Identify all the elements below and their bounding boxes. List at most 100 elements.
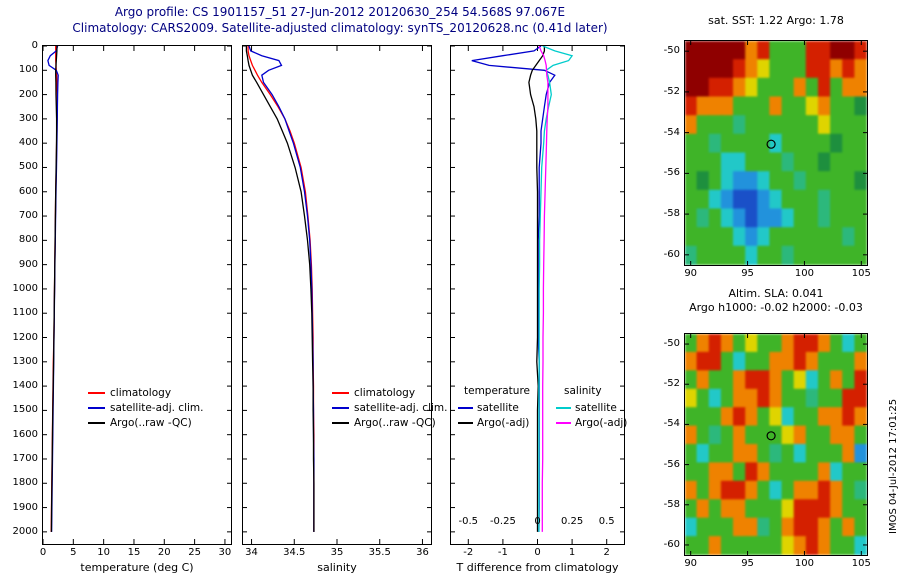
map-cell: [769, 133, 783, 154]
sla-map-panel: [684, 333, 868, 556]
map-cell: [769, 189, 783, 210]
map-cell: [842, 388, 856, 409]
map-cell: [781, 444, 795, 464]
sla-map-title2: Argo h1000: -0.02 h2000: -0.03: [689, 301, 863, 314]
map-cell: [733, 517, 747, 538]
map-cell: [720, 425, 734, 445]
map-cell: [781, 189, 795, 210]
map-cell: [708, 59, 722, 79]
map-cell: [793, 133, 807, 154]
map-cell: [805, 334, 819, 353]
map-cell: [854, 189, 867, 210]
map-cell: [733, 227, 747, 247]
map-cell: [805, 152, 819, 173]
lat-tick-label: -50: [663, 338, 680, 350]
map-cell: [708, 499, 722, 519]
map-cell: [805, 499, 819, 519]
map-cell: [708, 208, 722, 229]
map-cell: [830, 407, 844, 427]
map-cell: [793, 536, 807, 555]
map-cell: [781, 480, 795, 501]
map-cell: [830, 517, 844, 538]
lat-tick-label: -52: [663, 85, 680, 97]
map-cell: [769, 59, 783, 79]
depth-tick-label: 1000: [12, 282, 38, 294]
map-cell: [757, 407, 771, 427]
map-cell: [769, 370, 783, 390]
map-cell: [769, 227, 783, 247]
depth-tick-label: 200: [18, 88, 38, 100]
map-cell: [805, 59, 819, 79]
map-cell: [685, 536, 698, 555]
map-cell: [733, 171, 747, 191]
map-cell: [818, 517, 832, 538]
map-cell: [696, 245, 710, 265]
legend-label: satellite-adj. clim.: [110, 402, 204, 414]
map-cell: [818, 370, 832, 390]
map-cell: [733, 115, 747, 135]
map-cell: [854, 59, 867, 79]
map-cell: [830, 388, 844, 409]
x-tick-label: 34.5: [283, 547, 306, 558]
map-cell: [696, 499, 710, 519]
map-cell: [781, 517, 795, 538]
lat-tick-label: -50: [663, 45, 680, 57]
map-cell: [696, 208, 710, 229]
map-cell: [818, 245, 832, 265]
sst-map-title: sat. SST: 1.22 Argo: 1.78: [708, 14, 844, 27]
map-cell: [793, 245, 807, 265]
map-cell: [842, 77, 856, 98]
lon-tick-label: 105: [851, 268, 871, 279]
lon-tick-label: 105: [851, 558, 871, 569]
map-cell: [745, 462, 759, 482]
map-cell: [757, 41, 771, 61]
map-cell: [720, 370, 734, 390]
map-cell: [745, 77, 759, 98]
map-cell: [818, 96, 832, 117]
map-cell: [733, 152, 747, 173]
map-cell: [842, 41, 856, 61]
map-cell: [818, 152, 832, 173]
lon-tick-label: 100: [794, 558, 814, 569]
map-cell: [745, 517, 759, 538]
map-cell: [757, 480, 771, 501]
map-cell: [818, 407, 832, 427]
map-cell: [830, 115, 844, 135]
map-cell: [805, 96, 819, 117]
map-cell: [781, 499, 795, 519]
series-s-satellite: [538, 46, 574, 532]
depth-tick-label: 1400: [12, 380, 38, 392]
map-cell: [745, 41, 759, 61]
map-cell: [854, 334, 867, 353]
legend-swatch: [88, 407, 105, 409]
depth-tick-label: 900: [18, 258, 38, 270]
depth-tick-label: 1300: [12, 355, 38, 367]
lat-tick-label: -58: [663, 208, 680, 220]
map-cell: [793, 370, 807, 390]
map-cell: [733, 77, 747, 98]
map-cell: [720, 517, 734, 538]
map-cell: [793, 444, 807, 464]
legend-swatch: [332, 407, 349, 409]
map-cell: [842, 536, 856, 555]
map-cell: [733, 425, 747, 445]
map-cell: [854, 351, 867, 372]
map-cell: [745, 227, 759, 247]
map-cell: [733, 334, 747, 353]
temp-panel: [42, 45, 232, 545]
depth-tick-label: 0: [31, 40, 38, 51]
map-cell: [781, 245, 795, 265]
legend-label: climatology: [110, 387, 172, 399]
map-cell: [757, 189, 771, 210]
map-cell: [842, 245, 856, 265]
map-cell: [805, 115, 819, 135]
map-cell: [805, 370, 819, 390]
map-cell: [685, 444, 698, 464]
map-cell: [818, 115, 832, 135]
map-cell: [720, 351, 734, 372]
map-cell: [757, 59, 771, 79]
timestamp-vertical: IMOS 04-Jul-2012 17:01:25: [888, 398, 899, 534]
map-cell: [757, 227, 771, 247]
x-tick-label: 2: [603, 547, 610, 558]
x-tick-label: 15: [127, 547, 141, 558]
